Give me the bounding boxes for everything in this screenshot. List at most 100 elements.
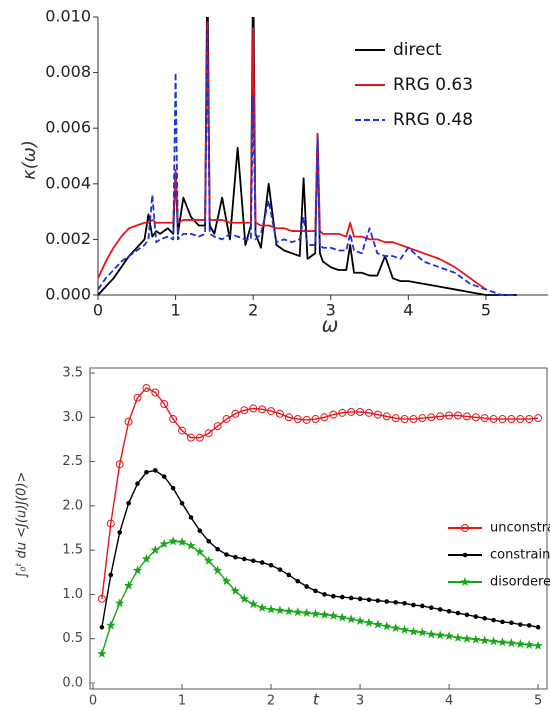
- marker: [267, 407, 276, 416]
- series-line: [98, 17, 517, 296]
- marker: [517, 622, 523, 627]
- marker: [142, 384, 151, 393]
- marker: [428, 605, 434, 611]
- marker: [311, 415, 320, 424]
- marker: [322, 592, 327, 597]
- marker: [286, 572, 292, 578]
- marker: [135, 481, 140, 487]
- marker: [339, 594, 345, 600]
- marker: [390, 623, 401, 633]
- marker: [295, 578, 301, 584]
- marker: [364, 617, 374, 627]
- marker: [337, 612, 348, 622]
- marker: [231, 409, 240, 418]
- marker: [212, 565, 223, 575]
- marker: [534, 414, 543, 423]
- y-tick-label: 1.0: [62, 587, 83, 602]
- y-tick-label: 2.0: [62, 498, 83, 513]
- marker: [471, 634, 481, 644]
- marker: [275, 409, 284, 418]
- marker: [233, 554, 238, 560]
- marker: [488, 636, 499, 646]
- marker: [408, 626, 419, 636]
- x-axis-label: ω: [322, 313, 339, 337]
- marker: [464, 612, 470, 618]
- x-tick-label: 2: [248, 301, 258, 320]
- plot-area: [98, 17, 517, 296]
- marker: [409, 415, 418, 424]
- marker: [319, 609, 330, 619]
- marker: [239, 593, 250, 603]
- marker: [133, 393, 142, 402]
- marker: [437, 607, 443, 612]
- marker: [524, 639, 534, 649]
- x-tick-label: 5: [481, 301, 491, 320]
- marker: [453, 632, 463, 642]
- marker: [159, 538, 169, 548]
- marker: [230, 585, 241, 595]
- marker: [533, 640, 543, 650]
- y-tick-label: 0.010: [45, 7, 91, 26]
- y-tick-label: 3.0: [62, 410, 83, 425]
- marker: [420, 603, 425, 609]
- marker: [435, 630, 445, 640]
- y-axis-label: κ(ω): [19, 140, 40, 180]
- y-tick-label: 0.006: [45, 118, 91, 137]
- marker: [400, 415, 409, 424]
- marker: [462, 633, 472, 643]
- marker: [275, 605, 285, 615]
- y-tick-label: 0.002: [45, 229, 91, 248]
- marker: [346, 614, 356, 624]
- legend-label: RRG 0.63: [393, 75, 473, 95]
- y-tick-label: 3.5: [62, 366, 83, 381]
- marker: [177, 537, 187, 547]
- marker: [248, 599, 258, 609]
- marker: [259, 560, 265, 565]
- marker: [302, 415, 311, 424]
- plot-area: [97, 384, 543, 658]
- marker: [206, 538, 212, 544]
- marker: [106, 620, 116, 630]
- marker: [215, 546, 220, 552]
- marker: [168, 536, 178, 546]
- marker: [99, 624, 105, 630]
- marker: [393, 600, 398, 605]
- x-tick-label: 0: [93, 301, 103, 320]
- marker: [114, 598, 125, 608]
- marker: [123, 580, 134, 590]
- marker: [445, 411, 454, 420]
- marker: [195, 546, 205, 556]
- legend-label: RRG 0.48: [393, 110, 473, 130]
- x-tick-label: 4: [403, 301, 413, 320]
- marker: [460, 577, 470, 587]
- marker: [498, 415, 507, 424]
- marker: [506, 638, 517, 648]
- marker: [277, 567, 283, 572]
- y-tick-label: 0.004: [45, 173, 91, 192]
- marker: [366, 597, 372, 603]
- marker: [213, 422, 222, 431]
- marker: [258, 405, 267, 414]
- marker: [399, 624, 410, 634]
- marker: [304, 584, 309, 589]
- marker: [329, 410, 338, 419]
- x-tick-label: 0: [89, 694, 97, 707]
- marker: [461, 524, 469, 532]
- marker: [382, 621, 392, 631]
- legend-label: direct: [393, 40, 442, 60]
- marker: [106, 519, 115, 528]
- y-tick-label: 0.000: [45, 285, 91, 304]
- marker: [453, 411, 462, 420]
- marker: [195, 433, 204, 442]
- series-line: [98, 30, 517, 296]
- marker: [178, 426, 187, 435]
- marker: [331, 593, 336, 599]
- marker: [203, 555, 214, 565]
- series-line: [101, 387, 539, 599]
- marker: [411, 602, 416, 608]
- marker: [141, 554, 152, 564]
- marker: [108, 572, 114, 578]
- y-tick-label: 0.0: [62, 676, 83, 691]
- marker: [124, 417, 133, 426]
- marker: [375, 598, 381, 603]
